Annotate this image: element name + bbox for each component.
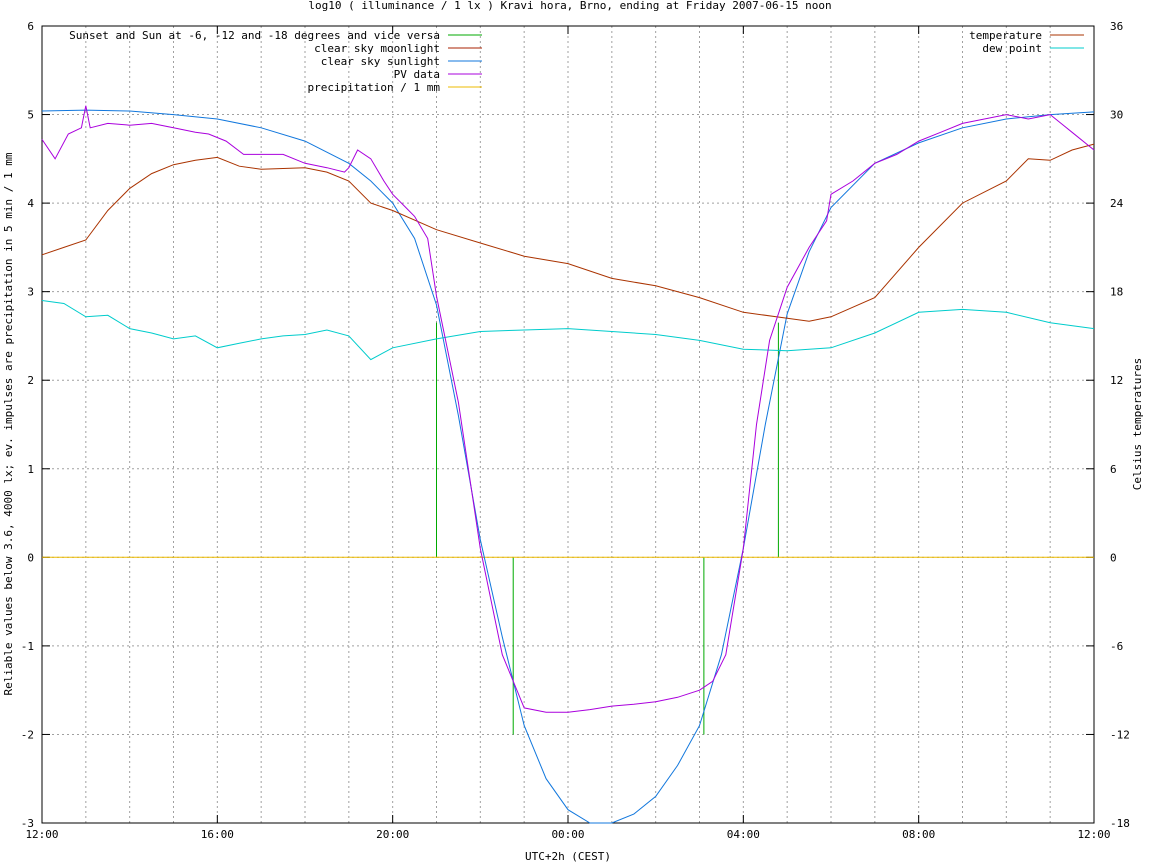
y-tick-label: -2 <box>21 728 34 741</box>
x-tick-label: 16:00 <box>201 828 234 841</box>
y-tick-label: 5 <box>27 109 34 122</box>
y2-axis-label: Celsius temperatures <box>1131 358 1144 490</box>
y2-tick-label: -18 <box>1110 817 1130 830</box>
legend-label: PV data <box>394 68 440 81</box>
legend-label: clear sky moonlight <box>314 42 440 55</box>
legend: Sunset and Sun at -6, -12 and -18 degree… <box>69 29 1084 94</box>
plot-frame <box>41 25 1095 824</box>
chart-title: log10 ( illuminance / 1 lx ) Kravi hora,… <box>308 0 831 12</box>
y-tick-label: 2 <box>27 374 34 387</box>
y-tick-label: 6 <box>27 20 34 33</box>
y2-tick-label: -12 <box>1110 728 1130 741</box>
y-tick-label: -3 <box>21 817 34 830</box>
y-tick-label: -1 <box>21 640 34 653</box>
y2-tick-label: 6 <box>1110 463 1117 476</box>
grid <box>42 26 1094 823</box>
y2-tick-label: 18 <box>1110 286 1123 299</box>
y2-tick-label: 0 <box>1110 551 1117 564</box>
x-tick-label: 12:00 <box>25 828 58 841</box>
legend-label: temperature <box>969 29 1042 42</box>
x-tick-label: 12:00 <box>1077 828 1110 841</box>
series-clear-sky-sunlight <box>41 109 1095 824</box>
x-tick-label: 08:00 <box>902 828 935 841</box>
legend-label: Sunset and Sun at -6, -12 and -18 degree… <box>69 29 440 42</box>
y2-tick-label: 12 <box>1110 374 1123 387</box>
y-tick-label: 3 <box>27 286 34 299</box>
x-tick-label: 00:00 <box>551 828 584 841</box>
y2-tick-label: 24 <box>1110 197 1124 210</box>
axes: 12:00 16:00 20:00 00:00 04:00 08:00 12:00-3-2-… <box>21 20 1130 841</box>
x-axis-label: UTC+2h (CEST) <box>525 850 611 863</box>
y2-tick-label: 30 <box>1110 109 1123 122</box>
y-tick-label: 4 <box>27 197 34 210</box>
y-tick-label: 0 <box>27 551 34 564</box>
x-tick-label: 04:00 <box>727 828 760 841</box>
y-axis-label: Reliable values below 3.6, 4000 lx; ev. … <box>2 152 15 695</box>
series-pv-data <box>41 105 1095 713</box>
legend-label: dew point <box>982 42 1042 55</box>
legend-label: clear sky sunlight <box>321 55 440 68</box>
y-tick-label: 1 <box>27 463 34 476</box>
y2-tick-label: -6 <box>1110 640 1123 653</box>
x-tick-label: 20:00 <box>376 828 409 841</box>
series-dew-point <box>41 300 1095 361</box>
series-layer <box>41 105 1095 824</box>
series-temperature <box>41 143 1095 322</box>
legend-label: precipitation / 1 mm <box>308 81 441 94</box>
y2-tick-label: 36 <box>1110 20 1123 33</box>
